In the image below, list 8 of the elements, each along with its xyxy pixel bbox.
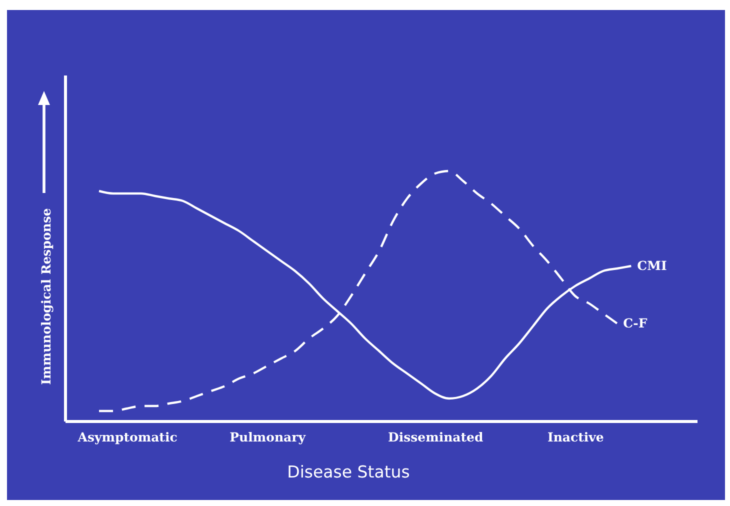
y-axis-title: Immunological Response: [38, 208, 54, 385]
x-tick-label: Pulmonary: [230, 430, 306, 444]
x-tick-label: Disseminated: [388, 430, 484, 444]
series-label: C-F: [623, 316, 648, 330]
x-axis-title: Disease Status: [287, 462, 410, 482]
x-tick-label: Inactive: [547, 430, 604, 444]
series-label: CMI: [637, 258, 667, 273]
x-tick-label: Asymptomatic: [76, 430, 178, 444]
